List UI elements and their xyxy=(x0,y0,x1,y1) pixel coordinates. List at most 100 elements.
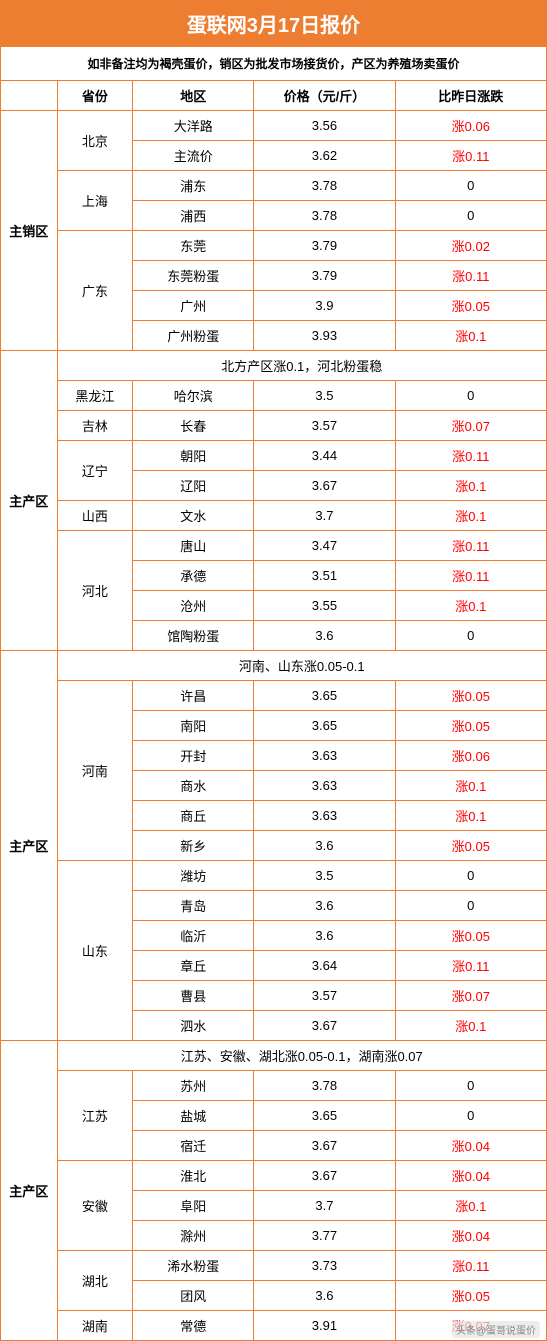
price-cell: 3.63 xyxy=(254,801,395,831)
price-cell: 3.79 xyxy=(254,231,395,261)
province-cell: 河南 xyxy=(57,681,133,861)
change-cell: 涨0.1 xyxy=(395,771,546,801)
change-cell: 涨0.05 xyxy=(395,711,546,741)
district-cell: 浠水粉蛋 xyxy=(133,1251,254,1281)
district-cell: 曹县 xyxy=(133,981,254,1011)
price-cell: 3.91 xyxy=(254,1311,395,1341)
header-row: 省份 地区 价格（元/斤） 比昨日涨跌 xyxy=(1,81,547,111)
price-cell: 3.51 xyxy=(254,561,395,591)
table-row: 主产区江苏、安徽、湖北涨0.05-0.1，湖南涨0.07 xyxy=(1,1041,547,1071)
district-cell: 哈尔滨 xyxy=(133,381,254,411)
district-cell: 浦东 xyxy=(133,171,254,201)
price-cell: 3.63 xyxy=(254,741,395,771)
price-cell: 3.78 xyxy=(254,1071,395,1101)
price-cell: 3.6 xyxy=(254,921,395,951)
district-cell: 广州粉蛋 xyxy=(133,321,254,351)
change-cell: 涨0.1 xyxy=(395,501,546,531)
province-cell: 河北 xyxy=(57,531,133,651)
district-cell: 许昌 xyxy=(133,681,254,711)
district-cell: 朝阳 xyxy=(133,441,254,471)
province-cell: 黑龙江 xyxy=(57,381,133,411)
section-note: 北方产区涨0.1，河北粉蛋稳 xyxy=(57,351,546,381)
table-row: 主产区北方产区涨0.1，河北粉蛋稳 xyxy=(1,351,547,381)
price-cell: 3.65 xyxy=(254,681,395,711)
province-cell: 山东 xyxy=(57,861,133,1041)
province-cell: 辽宁 xyxy=(57,441,133,501)
price-cell: 3.67 xyxy=(254,1011,395,1041)
price-cell: 3.44 xyxy=(254,441,395,471)
table-row: 山东潍坊3.50 xyxy=(1,861,547,891)
district-cell: 唐山 xyxy=(133,531,254,561)
region-cell: 主产区 xyxy=(1,351,58,651)
district-cell: 青岛 xyxy=(133,891,254,921)
change-cell: 0 xyxy=(395,1071,546,1101)
header-price: 价格（元/斤） xyxy=(254,81,395,111)
province-cell: 北京 xyxy=(57,111,133,171)
change-cell: 涨0.1 xyxy=(395,321,546,351)
district-cell: 常德 xyxy=(133,1311,254,1341)
region-cell: 主销区 xyxy=(1,111,58,351)
table-row: 湖南常德3.91涨0.07头条@蛋哥说蛋价 xyxy=(1,1311,547,1341)
table-row: 吉林长春3.57涨0.07 xyxy=(1,411,547,441)
price-cell: 3.56 xyxy=(254,111,395,141)
watermark-text: 头条@蛋哥说蛋价 xyxy=(452,1321,540,1338)
price-cell: 3.55 xyxy=(254,591,395,621)
price-cell: 3.7 xyxy=(254,501,395,531)
price-cell: 3.78 xyxy=(254,201,395,231)
district-cell: 苏州 xyxy=(133,1071,254,1101)
province-cell: 山西 xyxy=(57,501,133,531)
change-cell: 涨0.11 xyxy=(395,1251,546,1281)
table-row: 山西文水3.7涨0.1 xyxy=(1,501,547,531)
price-table: 省份 地区 价格（元/斤） 比昨日涨跌 主销区北京大洋路3.56涨0.06主流价… xyxy=(0,80,547,1341)
change-cell: 涨0.11 xyxy=(395,441,546,471)
price-cell: 3.63 xyxy=(254,771,395,801)
change-cell: 涨0.02 xyxy=(395,231,546,261)
change-cell: 涨0.07 xyxy=(395,411,546,441)
change-cell: 涨0.05 xyxy=(395,1281,546,1311)
price-cell: 3.9 xyxy=(254,291,395,321)
price-cell: 3.65 xyxy=(254,711,395,741)
header-blank xyxy=(1,81,58,111)
price-cell: 3.5 xyxy=(254,381,395,411)
district-cell: 沧州 xyxy=(133,591,254,621)
district-cell: 广州 xyxy=(133,291,254,321)
change-cell: 0 xyxy=(395,201,546,231)
district-cell: 潍坊 xyxy=(133,861,254,891)
price-cell: 3.64 xyxy=(254,951,395,981)
district-cell: 东莞 xyxy=(133,231,254,261)
change-cell: 涨0.04 xyxy=(395,1221,546,1251)
province-cell: 湖南 xyxy=(57,1311,133,1341)
region-cell: 主产区 xyxy=(1,651,58,1041)
table-row: 上海浦东3.780 xyxy=(1,171,547,201)
price-cell: 3.73 xyxy=(254,1251,395,1281)
change-cell: 0 xyxy=(395,621,546,651)
price-cell: 3.47 xyxy=(254,531,395,561)
change-cell: 涨0.05 xyxy=(395,921,546,951)
district-cell: 临沂 xyxy=(133,921,254,951)
table-row: 河北唐山3.47涨0.11 xyxy=(1,531,547,561)
change-cell: 0 xyxy=(395,891,546,921)
price-cell: 3.57 xyxy=(254,411,395,441)
page-title: 蛋联网3月17日报价 xyxy=(0,0,547,47)
change-cell: 涨0.11 xyxy=(395,951,546,981)
price-cell: 3.65 xyxy=(254,1101,395,1131)
district-cell: 团风 xyxy=(133,1281,254,1311)
change-cell: 涨0.11 xyxy=(395,261,546,291)
price-cell: 3.57 xyxy=(254,981,395,1011)
change-cell: 0 xyxy=(395,1101,546,1131)
district-cell: 浦西 xyxy=(133,201,254,231)
district-cell: 开封 xyxy=(133,741,254,771)
price-table-container: 蛋联网3月17日报价 如非备注均为褐壳蛋价，销区为批发市场接货价，产区为养殖场卖… xyxy=(0,0,547,1341)
table-row: 主产区河南、山东涨0.05-0.1 xyxy=(1,651,547,681)
change-cell: 涨0.05 xyxy=(395,831,546,861)
change-cell: 0 xyxy=(395,861,546,891)
change-cell: 涨0.04 xyxy=(395,1131,546,1161)
price-cell: 3.5 xyxy=(254,861,395,891)
table-row: 江苏苏州3.780 xyxy=(1,1071,547,1101)
header-district: 地区 xyxy=(133,81,254,111)
change-cell: 涨0.1 xyxy=(395,591,546,621)
district-cell: 南阳 xyxy=(133,711,254,741)
province-cell: 江苏 xyxy=(57,1071,133,1161)
price-cell: 3.67 xyxy=(254,471,395,501)
district-cell: 盐城 xyxy=(133,1101,254,1131)
